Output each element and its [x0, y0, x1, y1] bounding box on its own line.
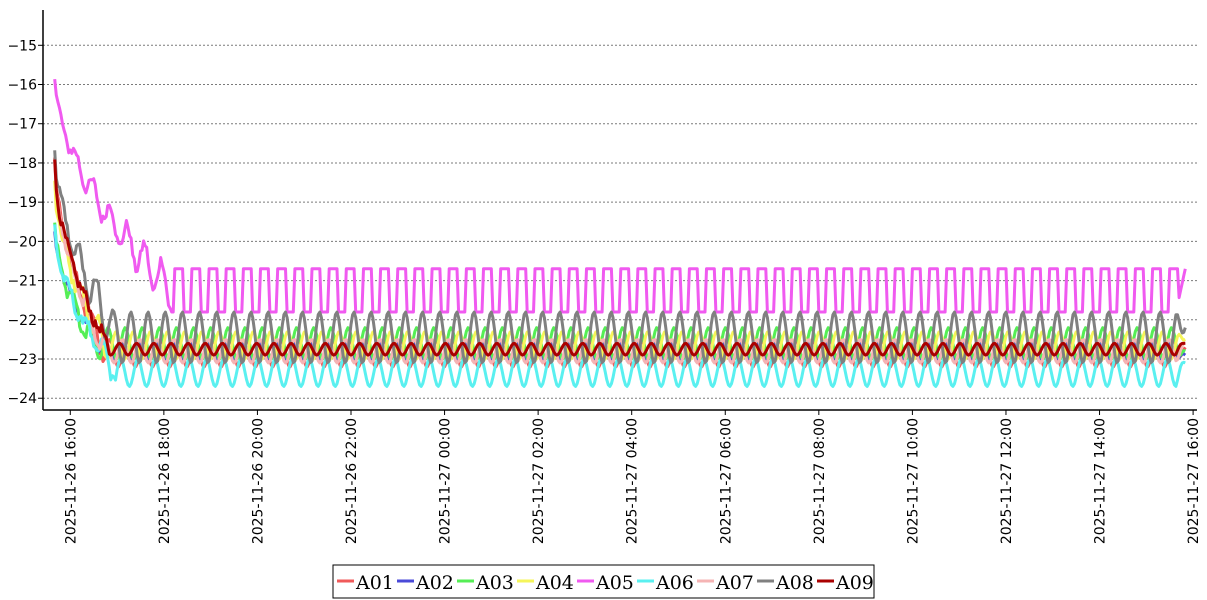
legend-label-a09: A09 [835, 572, 874, 594]
x-tick-label: 2025-11-27 10:00 [905, 418, 921, 544]
x-tick-label: 2025-11-26 18:00 [157, 418, 173, 544]
series-line-a07 [53, 161, 1186, 365]
x-tick-label: 2025-11-27 12:00 [999, 418, 1015, 544]
y-tick-label: −20 [7, 234, 37, 250]
y-tick-label: −15 [7, 38, 37, 54]
legend-label-a08: A08 [775, 572, 814, 594]
x-tick-label: 2025-11-27 16:00 [1186, 418, 1202, 544]
x-tick-label: 2025-11-26 20:00 [250, 418, 266, 544]
series-line-a03 [53, 222, 1186, 361]
series-layer [53, 78, 1187, 388]
series-line-a08 [53, 150, 1187, 364]
x-tick-label: 2025-11-27 02:00 [531, 418, 547, 544]
legend-label-a02: A02 [415, 572, 454, 594]
y-axis-ticks: −15 −16 −17 −18 −19 −20 −21 −22 −23 −24 [7, 38, 43, 407]
y-tick-label: −17 [7, 117, 37, 133]
x-tick-label: 2025-11-26 22:00 [344, 418, 360, 544]
legend-label-a05: A05 [595, 572, 634, 594]
legend-label-a06: A06 [655, 572, 694, 594]
y-tick-label: −16 [7, 78, 37, 94]
x-axis-ticks: 2025-11-26 16:00 2025-11-26 18:00 2025-11-… [63, 410, 1202, 544]
x-tick-label: 2025-11-26 16:00 [63, 418, 79, 544]
x-tick-label: 2025-11-27 08:00 [812, 418, 828, 544]
y-tick-label: −22 [7, 313, 37, 329]
x-tick-label: 2025-11-27 04:00 [625, 418, 641, 544]
x-tick-label: 2025-11-27 14:00 [1093, 418, 1109, 544]
y-tick-label: −24 [7, 391, 37, 407]
y-tick-label: −21 [7, 274, 37, 290]
legend-label-a03: A03 [475, 572, 514, 594]
y-tick-label: −19 [7, 195, 37, 211]
x-tick-label: 2025-11-27 06:00 [718, 418, 734, 544]
series-line-a09 [53, 159, 1186, 357]
legend: A01 A02 A03 A04 A05 A06 A07 A08 A09 [332, 564, 875, 599]
legend-box [332, 564, 875, 599]
legend-label-a07: A07 [715, 572, 754, 594]
series-line-a05 [53, 78, 1187, 314]
legend-label-a04: A04 [535, 572, 574, 594]
x-tick-label: 2025-11-27 00:00 [438, 418, 454, 544]
y-tick-label: −23 [7, 352, 37, 368]
y-tick-label: −18 [7, 156, 37, 172]
legend-label-a01: A01 [355, 572, 394, 594]
